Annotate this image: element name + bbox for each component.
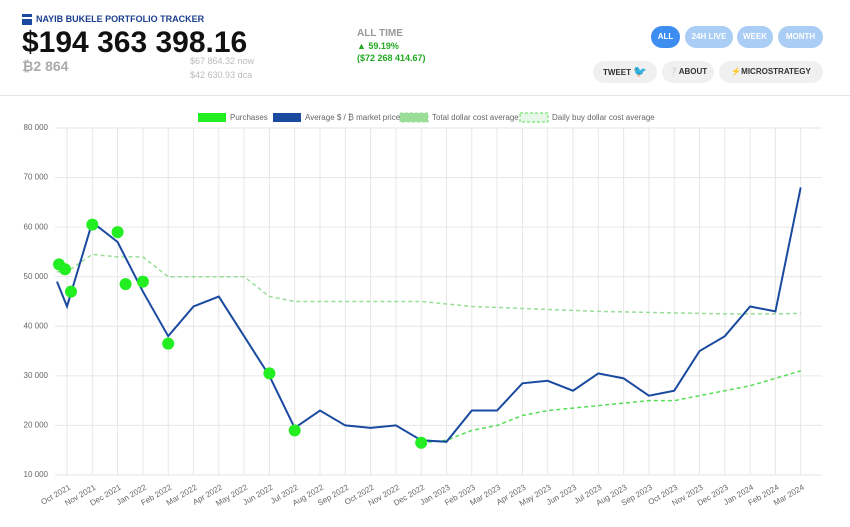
line-series — [421, 370, 801, 444]
purchase-point — [86, 218, 99, 231]
app-title: NAYIB BUKELE PORTFOLIO TRACKER — [36, 14, 205, 24]
purchase-point — [136, 275, 149, 288]
label: ABOUT — [678, 67, 708, 76]
label: MICROSTRATEGY — [741, 67, 811, 76]
y-tick-label: 20 000 — [24, 421, 49, 430]
legend-swatch — [399, 112, 429, 123]
purchase-point — [59, 263, 71, 276]
purchase-point — [415, 436, 428, 449]
legend-label: Average $ / ₿ market price — [305, 113, 401, 122]
y-tick-label: 50 000 — [24, 272, 49, 281]
range-button[interactable]: MONTH — [778, 26, 823, 48]
legend-label: Purchases — [230, 113, 268, 122]
legend-swatch — [273, 113, 301, 122]
label: dca — [237, 70, 253, 80]
period-label: ALL TIME — [357, 28, 403, 39]
range-button[interactable]: WEEK — [737, 26, 773, 48]
change-pct: ▲ 59.19% — [357, 41, 399, 51]
range-button[interactable]: 24H LIVE — [685, 26, 733, 48]
tweet-button[interactable]: TWEET 🐦 — [593, 61, 657, 83]
price: $42 630.93 — [190, 70, 236, 80]
about-button[interactable]: ❔ABOUT — [662, 61, 714, 83]
y-tick-label: 40 000 — [24, 321, 49, 330]
icon: ❔ — [668, 67, 679, 76]
divider — [0, 95, 850, 96]
purchase-point — [288, 424, 301, 437]
legend-label: Daily buy dollar cost average — [552, 113, 655, 122]
now-price: $67 864.32 now — [190, 56, 254, 66]
price: $67 864.32 — [190, 56, 236, 66]
dca-price: $42 630.93 dca — [190, 70, 252, 80]
y-tick-label: 80 000 — [24, 123, 49, 132]
purchase-point — [119, 278, 132, 291]
purchase-point — [263, 367, 276, 380]
btc-amount: ₿2 864 — [22, 58, 69, 74]
y-tick-label: 30 000 — [24, 371, 49, 380]
total-value: $194 363 398.16 — [22, 26, 248, 59]
range-button[interactable]: ALL — [651, 26, 680, 48]
label: now — [237, 56, 255, 66]
icon: ⚡ — [731, 67, 742, 76]
y-tick-label: 70 000 — [24, 173, 49, 182]
legend-swatch — [198, 113, 226, 122]
microstrategy-button[interactable]: ⚡MICROSTRATEGY — [719, 61, 823, 83]
purchase-point — [65, 285, 77, 298]
legend-label: Total dollar cost average — [432, 113, 519, 122]
label: TWEET — [603, 68, 632, 77]
legend-swatch — [519, 112, 549, 123]
flag-icon — [22, 14, 32, 25]
change-usd: ($72 268 414.67) — [357, 53, 426, 63]
purchase-point — [162, 337, 175, 350]
y-tick-label: 10 000 — [24, 470, 49, 479]
purchase-point — [111, 226, 124, 239]
bird-icon: 🐦 — [633, 66, 647, 78]
y-tick-label: 60 000 — [24, 222, 49, 231]
line-series — [57, 253, 801, 315]
